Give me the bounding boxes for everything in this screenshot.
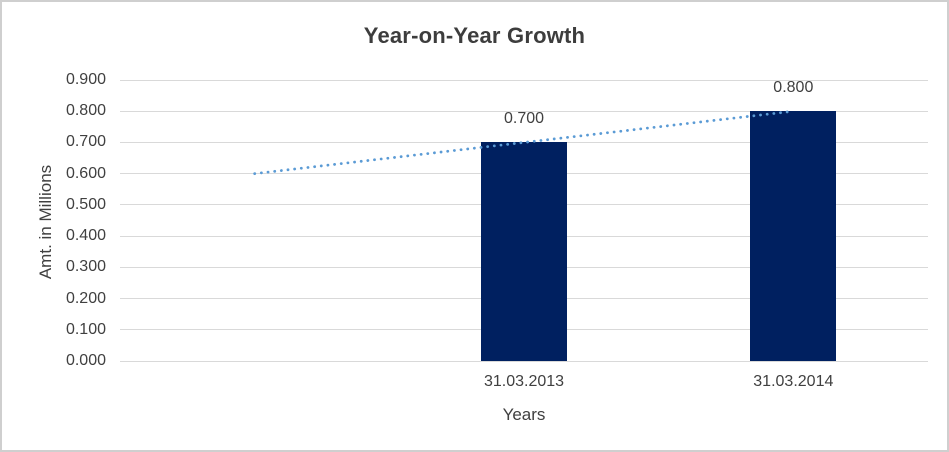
y-axis-tick-label: 0.300 <box>65 258 106 276</box>
bar-data-label: 0.800 <box>773 79 814 97</box>
gridline <box>120 360 928 362</box>
x-axis-tick-label: 31.03.2014 <box>753 373 834 390</box>
bar-31.03.2014 <box>750 111 837 361</box>
y-axis-tick-label: 0.400 <box>65 227 106 245</box>
y-axis-tick-label: 0.700 <box>65 133 106 151</box>
gridline <box>120 79 928 81</box>
chart-title: Year-on-Year Growth <box>363 23 586 48</box>
x-axis-tick-label: 31.03.2013 <box>483 373 565 390</box>
bar-31.03.2013 <box>481 142 567 361</box>
y-axis-tick-label: 0.200 <box>65 289 106 307</box>
y-axis-tick-label: 0.800 <box>65 102 106 120</box>
y-axis-tick-label: 0.100 <box>65 320 106 338</box>
y-axis-tick-label: 0.900 <box>65 71 106 88</box>
y-axis-tick-label: 0.000 <box>65 352 106 369</box>
y-axis-tick-label: 0.500 <box>65 195 106 213</box>
x-axis-title: Years <box>502 405 546 424</box>
bar-data-label: 0.700 <box>503 110 545 128</box>
y-axis-tick-label: 0.600 <box>65 164 106 182</box>
